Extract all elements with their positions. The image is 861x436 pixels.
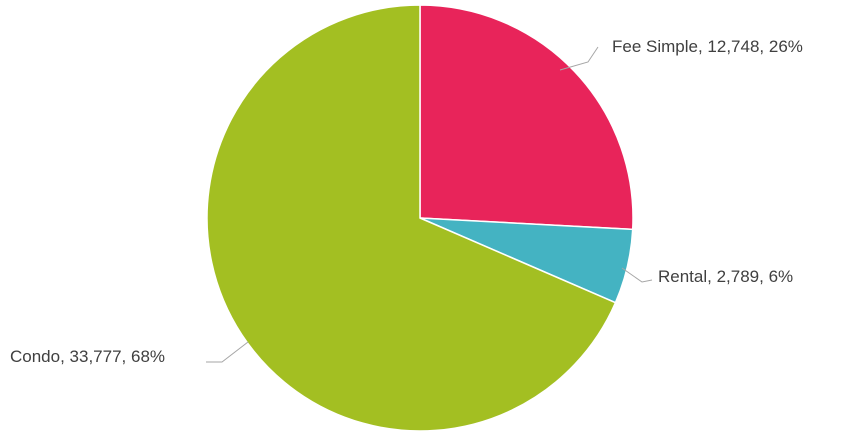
data-label-condo: Condo, 33,777, 68% [10,347,165,366]
slices-layer [206,4,634,432]
data-labels-layer: Fee Simple, 12,748, 26% Rental, 2,789, 6%… [10,37,803,366]
data-label-rental: Rental, 2,789, 6% [658,267,793,286]
pie-slice-condo [206,4,617,432]
leader-line-rental [621,267,653,283]
data-label-fee-simple: Fee Simple, 12,748, 26% [612,37,803,56]
leader-line-condo [206,341,249,363]
pie-slice-fee-simple [419,4,634,231]
leader-lines-layer [206,46,653,363]
leader-line-fee-simple [559,46,599,71]
